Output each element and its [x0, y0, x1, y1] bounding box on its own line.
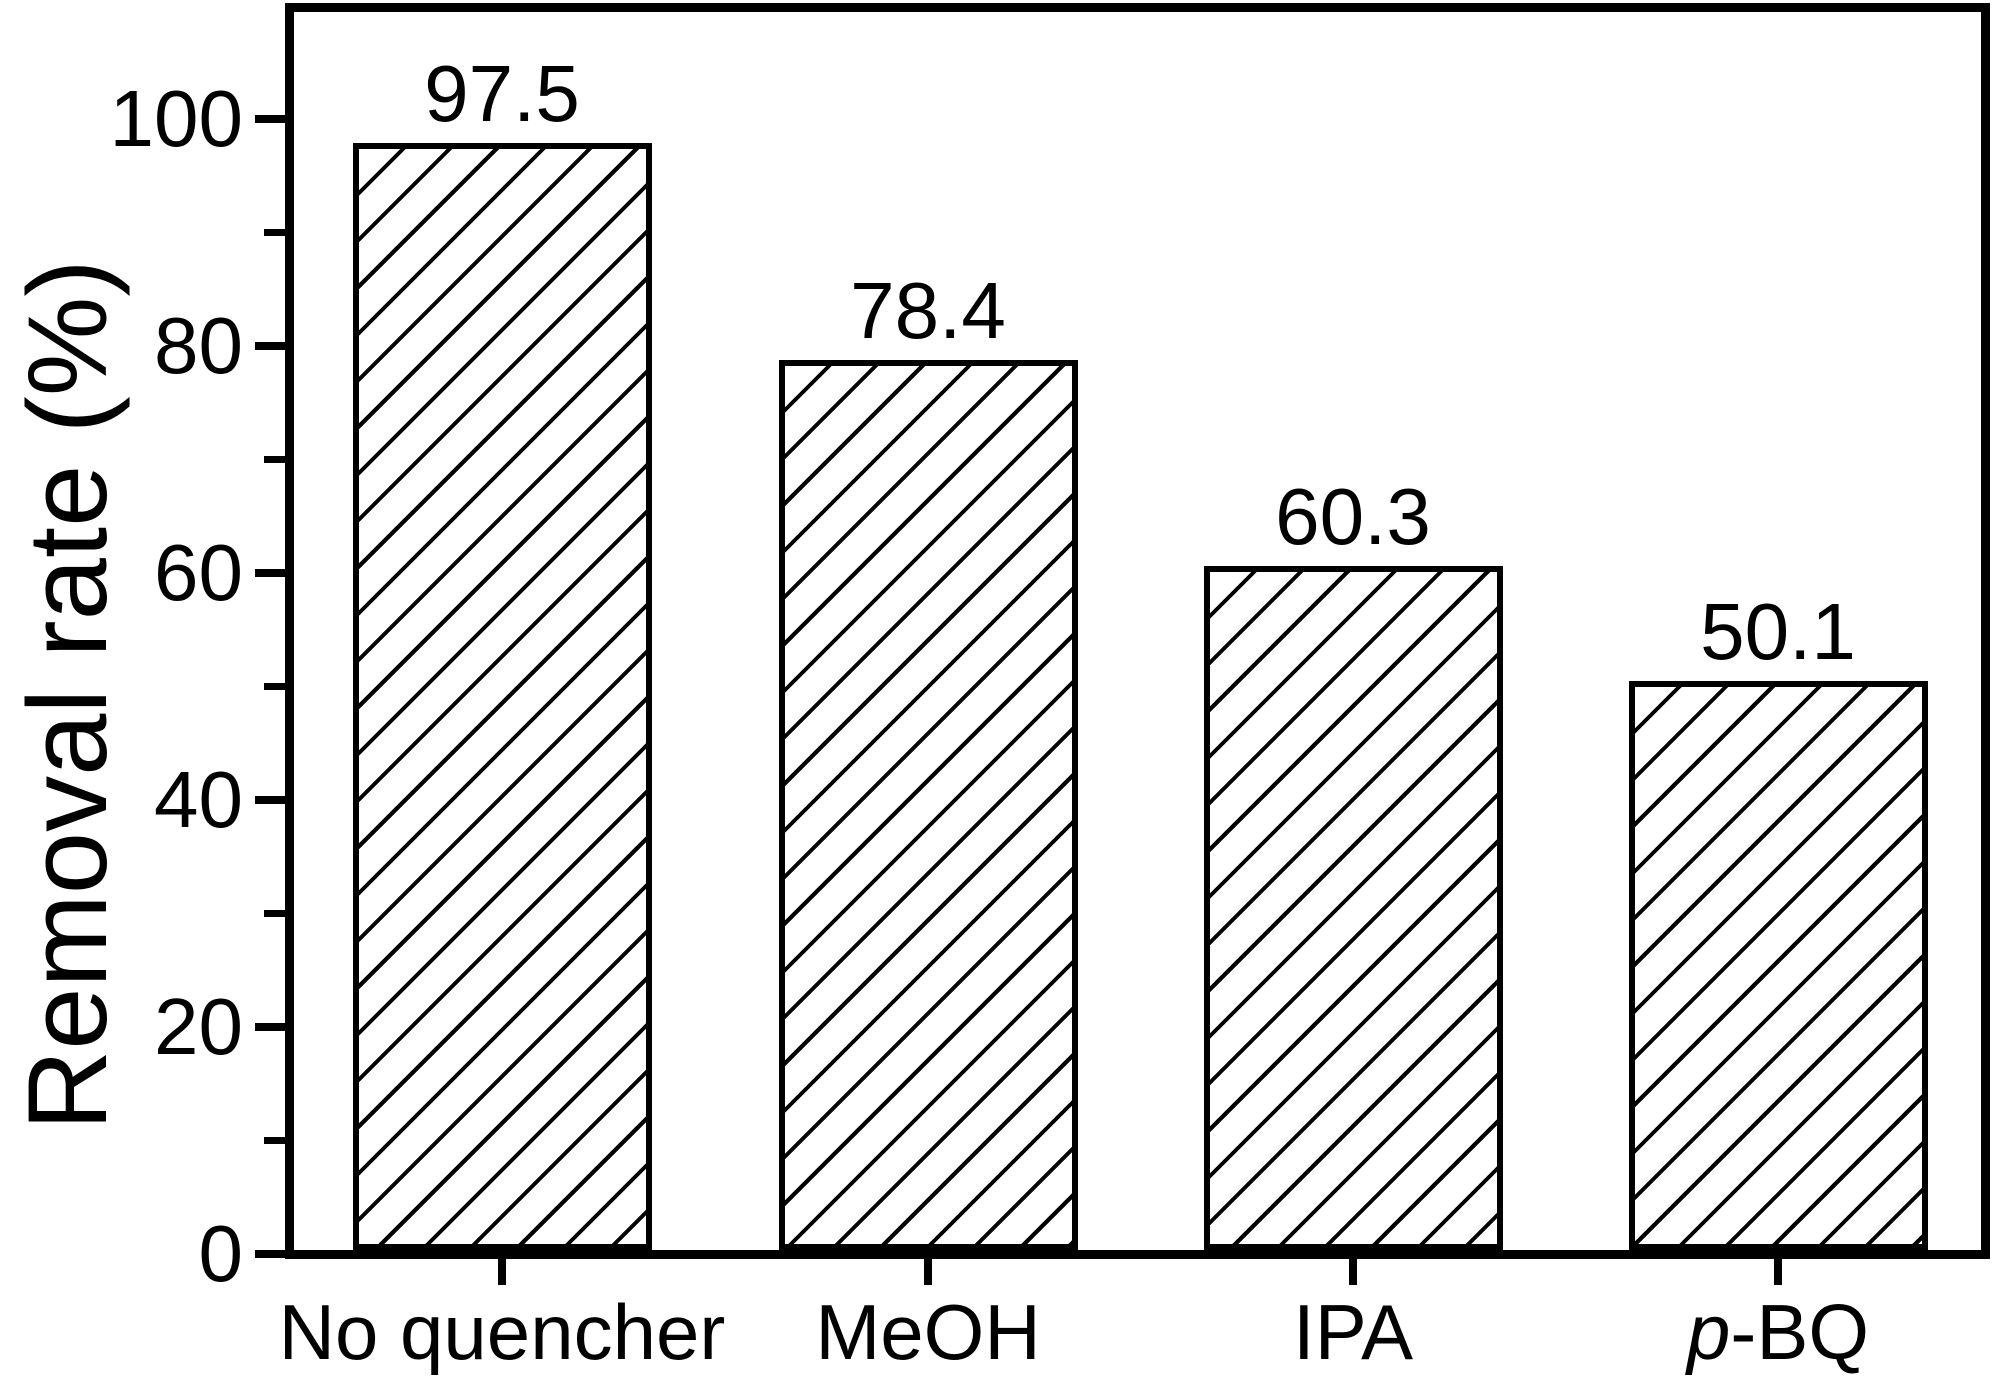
x-category-label: MeOH: [815, 1288, 1041, 1376]
y-tick-label: 100: [109, 74, 243, 163]
y-major-tick: [255, 1250, 285, 1258]
bar-value-label: 50.1: [1700, 587, 1856, 676]
bar-value-label: 78.4: [850, 266, 1006, 355]
y-minor-tick: [264, 910, 285, 917]
y-minor-tick: [264, 229, 285, 236]
y-major-tick: [255, 342, 285, 350]
bar-p-bq: [1629, 681, 1928, 1250]
y-tick-label: 20: [154, 982, 243, 1071]
y-tick-label: 0: [198, 1209, 244, 1298]
y-minor-tick: [264, 683, 285, 690]
bar-no-quencher: [353, 143, 652, 1250]
x-category-label: IPA: [1293, 1288, 1413, 1376]
italic-prefix: p: [1686, 1288, 1731, 1376]
x-tick: [1349, 1259, 1357, 1285]
x-tick: [924, 1259, 932, 1285]
y-major-tick: [255, 569, 285, 577]
y-major-tick: [255, 1023, 285, 1031]
y-minor-tick: [264, 456, 285, 463]
bar-value-label: 97.5: [424, 49, 580, 138]
x-category-label: p-BQ: [1686, 1288, 1870, 1376]
y-tick-label: 80: [154, 301, 243, 390]
plot-area: [294, 12, 1981, 1250]
x-tick: [498, 1259, 506, 1285]
y-major-tick: [255, 796, 285, 804]
y-tick-label: 40: [154, 755, 243, 844]
x-tick: [1774, 1259, 1782, 1285]
bar-meoh: [779, 360, 1078, 1250]
y-tick-label: 60: [154, 528, 243, 617]
y-major-tick: [255, 115, 285, 123]
bar-value-label: 60.3: [1275, 472, 1431, 561]
bar-ipa: [1204, 566, 1503, 1250]
x-category-label: No quencher: [278, 1288, 726, 1376]
y-minor-tick: [264, 1137, 285, 1144]
